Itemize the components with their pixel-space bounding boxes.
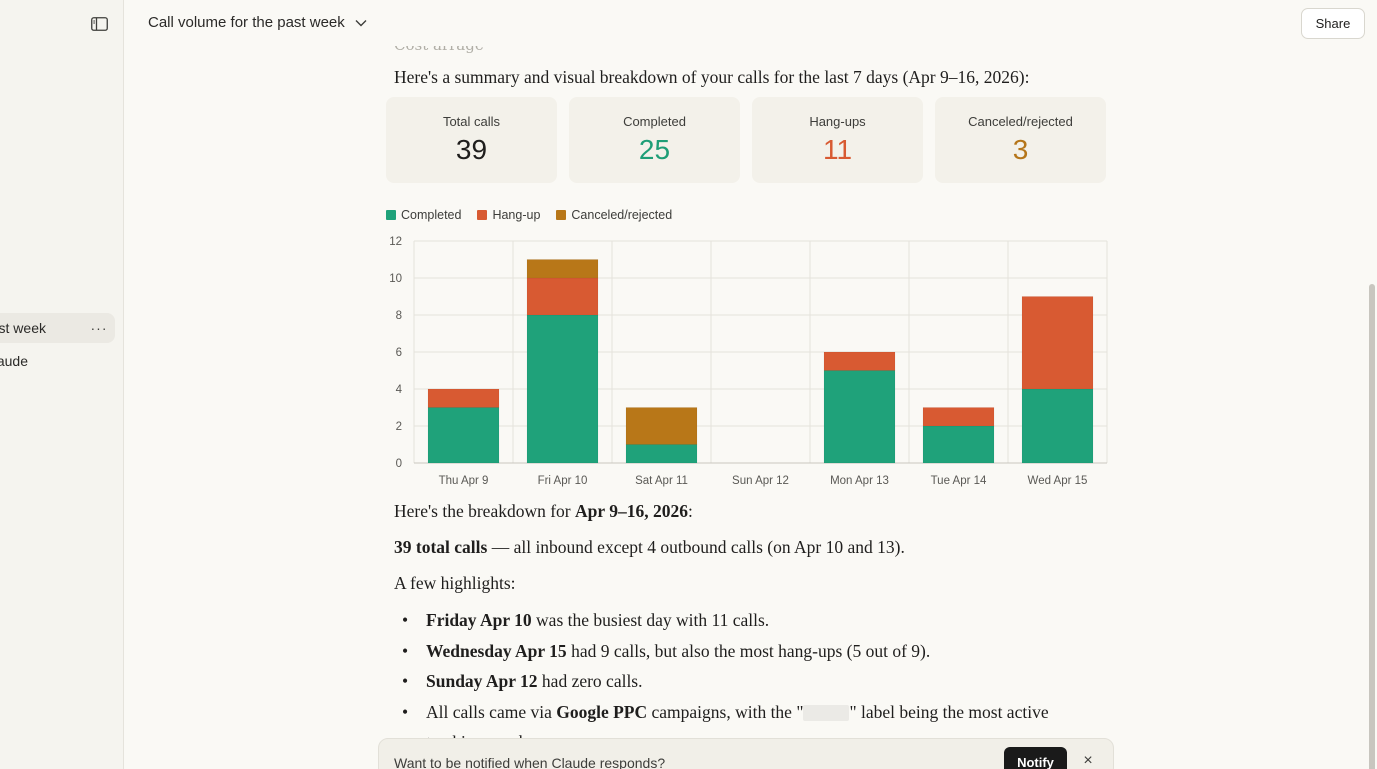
x-tick-label: Mon Apr 13 <box>830 475 889 487</box>
y-tick-label: 10 <box>389 273 402 285</box>
highlights-title: A few highlights: <box>394 573 516 593</box>
notify-text: Want to be notified when Claude responds… <box>394 755 666 769</box>
legend-item-hangup[interactable]: Hang-up <box>477 208 540 222</box>
y-tick-label: 4 <box>396 384 403 396</box>
x-tick-label: Sun Apr 12 <box>732 475 789 487</box>
sidebar-chat-label: st week <box>0 320 46 336</box>
highlight-text: " label being the most active <box>849 701 1049 722</box>
total-calls-bold: 39 total calls <box>394 537 488 557</box>
header: Call volume for the past week Share <box>124 0 1377 46</box>
more-options-icon[interactable]: ··· <box>90 320 108 336</box>
stat-label: Total calls <box>442 114 501 129</box>
chart-legend: Completed Hang-up Canceled/rejected <box>386 208 672 222</box>
share-button[interactable]: Share <box>1301 8 1365 39</box>
y-tick-label: 0 <box>396 458 402 470</box>
stat-card-completed: Completed 25 <box>569 97 740 183</box>
conversation-title: Call volume for the past week <box>148 14 345 31</box>
y-tick-label: 12 <box>389 236 402 248</box>
stat-cards: Total calls 39 Completed 25 Hang-ups 11 … <box>386 97 1106 183</box>
highlight-bold: Sunday Apr 12 <box>426 671 538 691</box>
y-tick-label: 8 <box>396 310 402 322</box>
chevron-down-icon <box>355 19 367 26</box>
legend-label: Hang-up <box>492 208 541 222</box>
highlight-bold: Wednesday Apr 15 <box>426 640 567 661</box>
call-volume-chart: 0 2 4 6 8 10 12 Thu Apr 9 Fri Apr 10 Sat Apr 11 Su… <box>389 236 1108 487</box>
stat-label: Completed <box>623 114 686 129</box>
legend-item-completed[interactable]: Completed <box>386 208 461 222</box>
legend-swatch <box>477 210 488 220</box>
bar-segment-completed <box>823 370 896 464</box>
y-tick-label: 6 <box>396 347 402 359</box>
conversation-title-dropdown[interactable]: Call volume for the past week <box>148 14 367 31</box>
stat-card-canceled: Canceled/rejected 3 <box>935 97 1106 183</box>
legend-label: Canceled/rejected <box>571 208 673 222</box>
bar-segment-hang-up <box>922 407 995 427</box>
message-content: Cost arrage Here's a summary and visual … <box>124 46 1367 769</box>
bar-segment-hang-up <box>526 277 599 316</box>
legend-swatch <box>386 210 396 220</box>
stat-label: Hang-ups <box>809 114 866 129</box>
legend-item-canceled[interactable]: Canceled/rejected <box>556 208 672 222</box>
breakdown-post: : <box>687 501 693 521</box>
close-icon[interactable]: × <box>1083 752 1093 769</box>
highlight-bold: Friday Apr 10 <box>426 610 532 630</box>
stat-label: Canceled/rejected <box>968 114 1073 129</box>
x-tick-label: Sat Apr 11 <box>635 475 688 487</box>
sidebar-chat-item[interactable]: aude <box>0 346 115 376</box>
bar-segment-hang-up <box>427 388 500 408</box>
stat-card-hangups: Hang-ups 11 <box>752 97 923 183</box>
intro-text: Here's a summary and visual breakdown of… <box>394 67 1030 87</box>
stat-card-total: Total calls 39 <box>386 97 557 183</box>
bar-segment-canceled-rejected <box>625 407 698 445</box>
legend-swatch <box>556 210 567 220</box>
breakdown-heading: Here's the breakdown for Apr 9–16, 2026: <box>394 501 693 522</box>
highlight-text: All calls came via <box>426 701 557 722</box>
highlights-list: Friday Apr 10 was the busiest day with 1… <box>394 609 1049 762</box>
list-item: Sunday Apr 12 had zero calls. <box>394 670 1049 701</box>
list-item: Wednesday Apr 15 had 9 calls, but also t… <box>394 640 1049 671</box>
total-calls-text: 39 total calls — all inbound except 4 ou… <box>394 537 905 558</box>
bar-segment-hang-up <box>823 351 896 371</box>
x-tick-label: Fri Apr 10 <box>538 475 588 487</box>
list-item: Friday Apr 10 was the busiest day with 1… <box>394 609 1049 640</box>
sidebar-chat-label: aude <box>0 353 28 369</box>
bar-segment-completed <box>526 314 599 464</box>
list-item: All calls came via Google PPC campaigns,… <box>394 701 1049 732</box>
total-calls-rest: — all inbound except 4 outbound calls (o… <box>487 537 905 557</box>
sidebar-chat-item-active[interactable]: st week ··· <box>0 313 115 343</box>
scrollbar[interactable] <box>1367 46 1377 769</box>
notify-button[interactable]: Notify <box>1004 747 1067 769</box>
bar-segment-completed <box>922 425 995 464</box>
stat-value: 39 <box>455 134 488 165</box>
bar-segment-completed <box>427 407 500 464</box>
notify-banner: Want to be notified when Claude responds… <box>378 738 1114 769</box>
highlight-text: was the busiest day with 11 calls. <box>531 610 770 630</box>
bar-segment-canceled-rejected <box>526 259 599 279</box>
previous-text-fragment: Cost arrage <box>394 46 484 54</box>
sidebar: st week ··· aude <box>0 0 124 769</box>
bar-segment-completed <box>625 444 698 464</box>
x-tick-label: Thu Apr 9 <box>439 475 489 487</box>
bar-segment-completed <box>1021 388 1094 464</box>
y-tick-label: 2 <box>396 421 402 433</box>
breakdown-date: Apr 9–16, 2026 <box>575 501 688 521</box>
highlight-text: campaigns, with the " <box>647 701 804 722</box>
highlight-text: had 9 calls, but also the most hang-ups … <box>566 640 931 661</box>
redacted-label <box>803 705 850 722</box>
legend-label: Completed <box>401 208 462 222</box>
breakdown-pre: Here's the breakdown for <box>394 501 575 521</box>
highlight-text: had zero calls. <box>537 671 643 691</box>
stat-value: 3 <box>1012 134 1029 165</box>
bar-segment-hang-up <box>1021 296 1094 390</box>
stat-value: 25 <box>638 134 671 165</box>
stat-value: 11 <box>822 134 853 165</box>
x-tick-label: Wed Apr 15 <box>1028 475 1088 487</box>
sidebar-toggle-icon[interactable] <box>88 14 110 34</box>
scrollbar-thumb[interactable] <box>1369 284 1375 769</box>
x-tick-label: Tue Apr 14 <box>931 475 987 487</box>
highlight-bold: Google PPC <box>556 701 648 722</box>
